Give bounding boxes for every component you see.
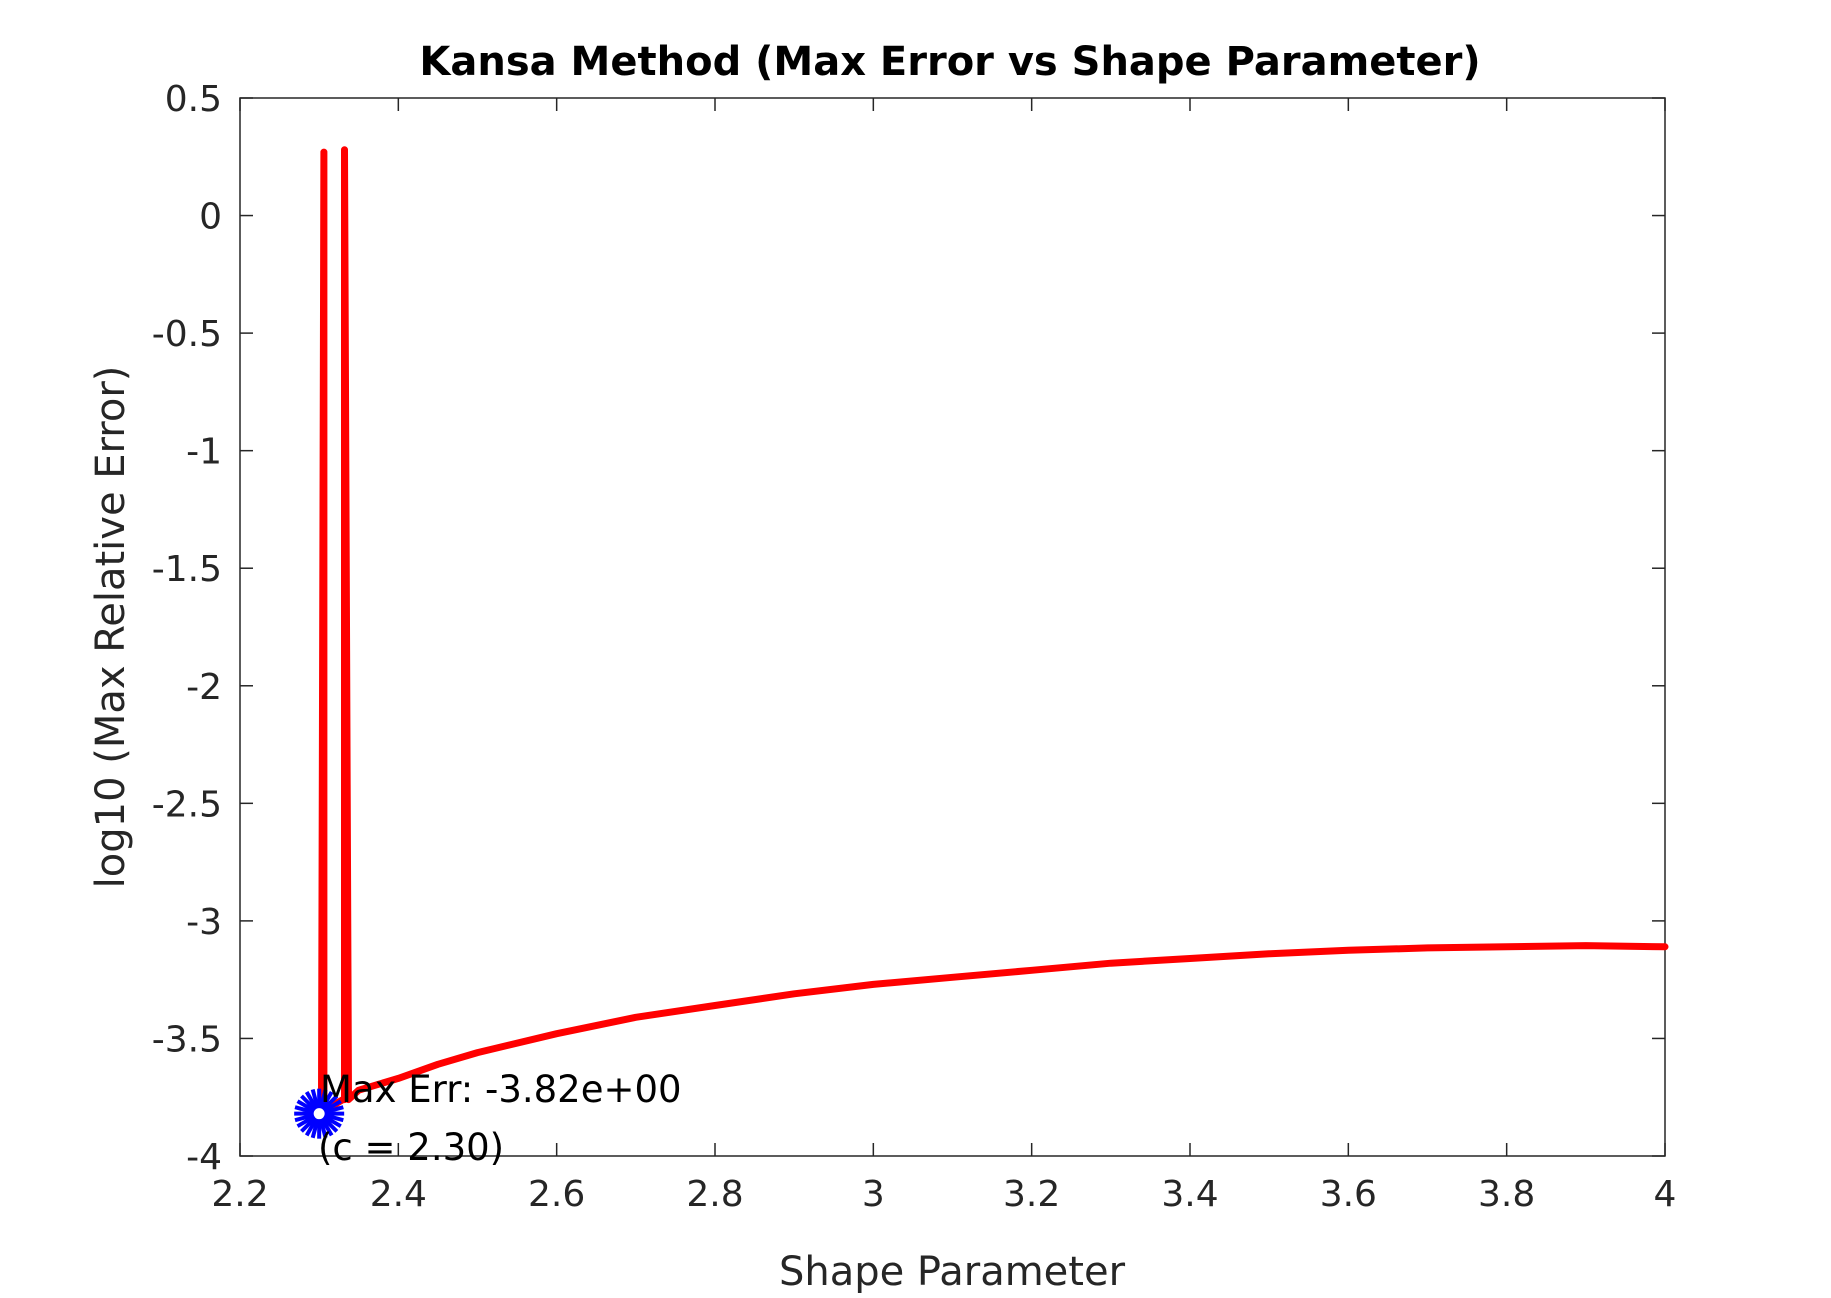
y-tick-label: 0 — [199, 197, 222, 238]
x-tick-label: 2.6 — [528, 1174, 585, 1215]
x-tick-label: 2.8 — [686, 1174, 743, 1215]
y-axis-label: log10 (Max Relative Error) — [88, 366, 134, 889]
x-tick-label: 3.2 — [1003, 1174, 1060, 1215]
plot-content — [294, 146, 1669, 1139]
x-tick-label: 4 — [1654, 1174, 1677, 1215]
x-tick-label: 3.4 — [1161, 1174, 1218, 1215]
x-tick-label: 3 — [862, 1174, 885, 1215]
y-tick-label: -2.5 — [152, 784, 222, 825]
y-tick-label: 0.5 — [165, 79, 222, 120]
y-tick-label: -1 — [186, 432, 222, 473]
chart-title: Kansa Method (Max Error vs Shape Paramet… — [419, 39, 1480, 85]
y-tick-label: -2 — [186, 667, 222, 708]
x-axis-label: Shape Parameter — [779, 1249, 1126, 1293]
min-error-marker — [294, 1088, 345, 1139]
x-tick-label: 2.4 — [370, 1174, 427, 1215]
y-tick-label: -3.5 — [152, 1019, 222, 1060]
y-tick-label: -0.5 — [152, 314, 222, 355]
y-tick-label: -1.5 — [152, 549, 222, 590]
annotation-line-1: Max Err: -3.82e+00 — [320, 1068, 682, 1111]
plot-area — [239, 97, 1666, 1157]
y-tick-label: -3 — [186, 902, 222, 943]
x-tick-label: 2.2 — [211, 1174, 268, 1215]
axis-ticks: 2.2 2.4 2.6 2.8 3 3.2 3.4 3.6 3.8 4 0.5 0 -0.5 -1 -1.5… — [152, 79, 1677, 1215]
x-tick-label: 3.8 — [1478, 1174, 1535, 1215]
annotation-line-2: (c = 2.30) — [318, 1126, 504, 1169]
y-tick-label: -4 — [186, 1137, 222, 1178]
x-tick-label: 3.6 — [1320, 1174, 1377, 1215]
